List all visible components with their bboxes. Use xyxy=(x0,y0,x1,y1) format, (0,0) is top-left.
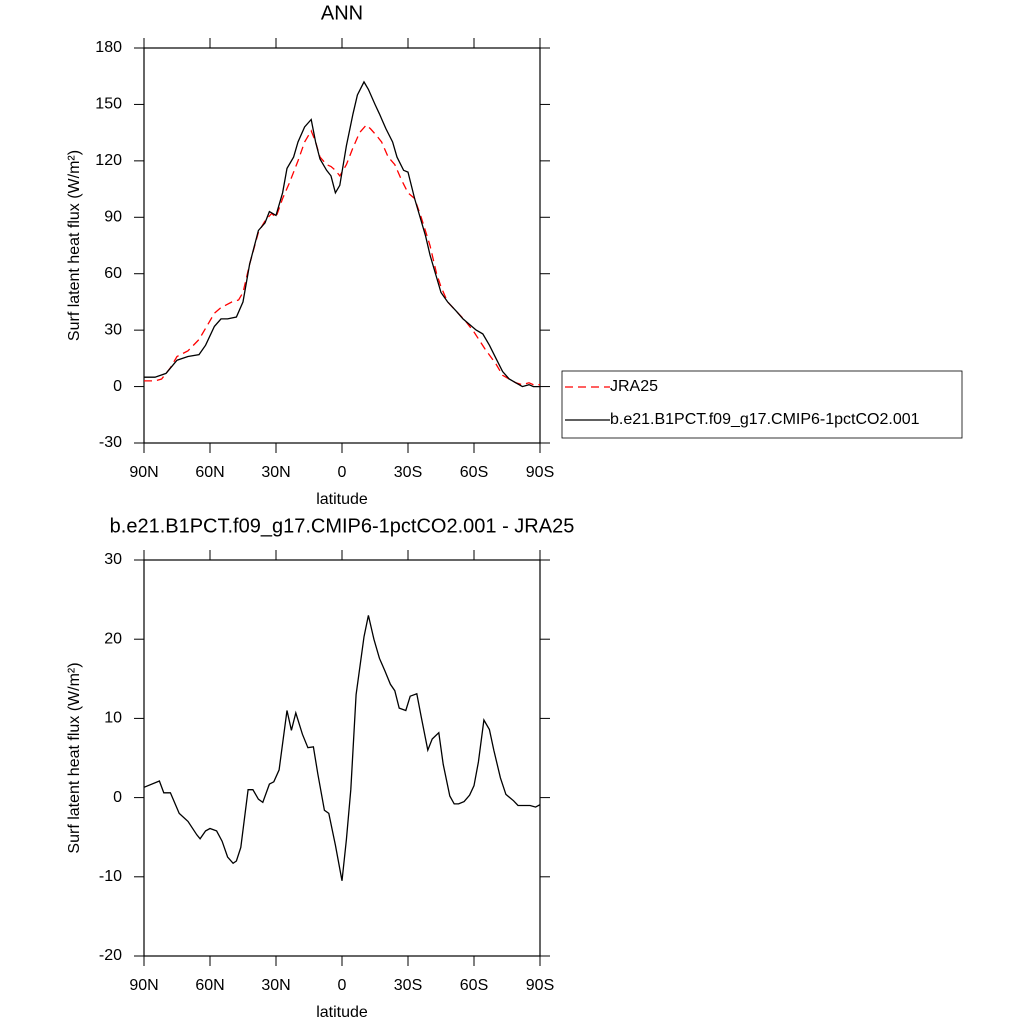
x-tick-label: 30N xyxy=(261,977,290,994)
x-tick-label: 0 xyxy=(338,977,347,994)
x-tick-label: 60N xyxy=(195,977,224,994)
y-tick-label: 180 xyxy=(95,39,122,56)
data-line xyxy=(144,80,540,388)
plot-frame xyxy=(143,47,541,444)
y-tick-label: 90 xyxy=(104,209,122,226)
y-tick-label: 10 xyxy=(104,710,122,727)
x-tick-label: 60S xyxy=(460,464,488,481)
x-tick-label: 60S xyxy=(460,977,488,994)
x-tick-label: 30N xyxy=(261,464,290,481)
y-tick-label: 150 xyxy=(95,96,122,113)
y-tick-label: 30 xyxy=(104,321,122,338)
y-tick-label: -10 xyxy=(99,868,122,885)
x-tick-label: 0 xyxy=(338,464,347,481)
y-tick-label: 60 xyxy=(104,265,122,282)
x-tick-label: 60N xyxy=(195,464,224,481)
data-line xyxy=(144,124,540,386)
x-tick-label: 30S xyxy=(394,464,422,481)
y-tick-label: 0 xyxy=(113,378,122,395)
plot-frame xyxy=(143,559,541,957)
y-tick-label: -20 xyxy=(99,947,122,964)
chart-title: b.e21.B1PCT.f09_g17.CMIP6-1pctCO2.001 - … xyxy=(110,515,575,537)
chart-title: ANN xyxy=(321,2,363,24)
y-axis-label: Surf latent heat flux (W/m²) xyxy=(66,150,83,341)
x-axis-label: latitude xyxy=(316,491,368,508)
x-tick-label: 90S xyxy=(526,977,554,994)
x-tick-label: 90N xyxy=(129,464,158,481)
x-tick-label: 90S xyxy=(526,464,554,481)
y-tick-label: 30 xyxy=(104,551,122,568)
legend-box xyxy=(561,370,963,439)
y-tick-label: 120 xyxy=(95,152,122,169)
y-tick-label: -30 xyxy=(99,434,122,451)
x-tick-label: 30S xyxy=(394,977,422,994)
legend-label: b.e21.B1PCT.f09_g17.CMIP6-1pctCO2.001 xyxy=(610,411,920,428)
y-tick-label: 20 xyxy=(104,630,122,647)
y-tick-label: 0 xyxy=(113,789,122,806)
x-axis-label: latitude xyxy=(316,1004,368,1021)
x-tick-label: 90N xyxy=(129,977,158,994)
y-axis-label: Surf latent heat flux (W/m²) xyxy=(66,662,83,853)
legend-label: JRA25 xyxy=(610,378,658,395)
data-line xyxy=(143,615,541,881)
